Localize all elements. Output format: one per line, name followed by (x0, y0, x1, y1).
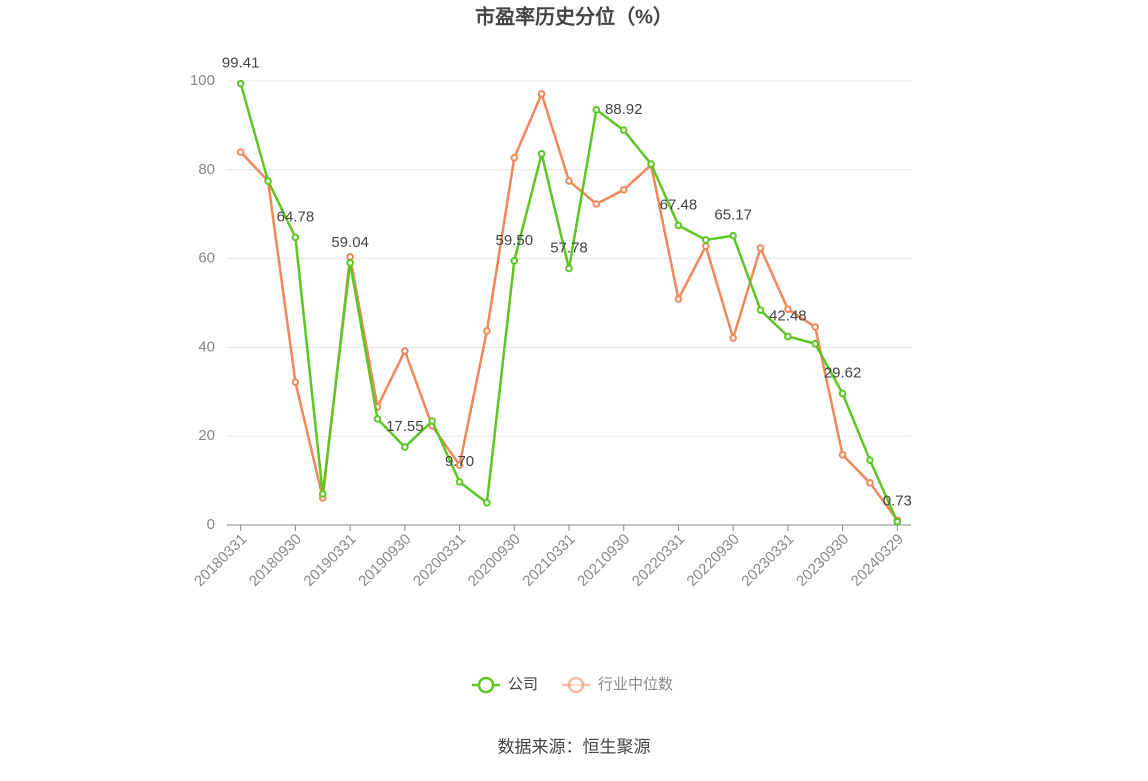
x-tick-label: 20190331 (301, 531, 360, 590)
x-tick-label: 20220930 (684, 531, 743, 590)
legend-label: 行业中位数 (598, 676, 673, 693)
x-tick-label: 20200331 (410, 531, 469, 590)
legend-item: 公司 (472, 676, 538, 694)
legend-marker (567, 676, 585, 694)
data-label: 42.48 (769, 307, 807, 324)
y-tick-label: 0 (207, 516, 215, 533)
y-tick-label: 20 (198, 427, 215, 444)
x-tick-label: 20210331 (519, 531, 578, 590)
point (811, 323, 820, 331)
point (647, 160, 655, 168)
point (592, 200, 601, 208)
data-label: 65.17 (714, 207, 752, 224)
x-tick-label: 20230930 (793, 531, 852, 590)
point (702, 236, 710, 244)
data-label: 9.70 (445, 453, 474, 470)
point (483, 327, 491, 335)
point (784, 332, 792, 341)
point (674, 295, 683, 303)
y-tick-label: 80 (198, 161, 215, 178)
x-tick-label: 20180930 (246, 531, 305, 590)
data-label: 29.62 (824, 364, 862, 381)
data-label: 59.04 (331, 234, 369, 251)
y-tick-label: 40 (198, 338, 215, 355)
data-label: 64.78 (277, 208, 315, 225)
y-tick-label: 60 (198, 250, 215, 267)
point (291, 233, 300, 242)
data-label: 17.55 (386, 418, 424, 435)
x-tick-label: 20210930 (574, 531, 633, 590)
point (483, 499, 491, 507)
point (565, 264, 573, 273)
point (756, 244, 765, 252)
point (346, 259, 354, 267)
legend-label: 公司 (508, 676, 538, 693)
point (619, 185, 628, 194)
point (756, 306, 765, 314)
source: 数据来源：恒生聚源 (498, 737, 651, 756)
data-label: 59.50 (496, 232, 534, 249)
point (510, 257, 519, 265)
x-tick-label: 20200930 (465, 531, 524, 590)
series-line (239, 83, 899, 523)
point (619, 126, 628, 134)
point (510, 154, 519, 162)
point (346, 253, 354, 261)
point (592, 106, 601, 114)
point (455, 478, 464, 486)
point (537, 150, 546, 158)
point (401, 443, 409, 451)
point (838, 389, 847, 398)
point (236, 79, 245, 88)
point (866, 479, 874, 487)
data-label: 67.48 (660, 196, 698, 213)
chart-title: 市盈率历史分位（%） (475, 4, 673, 28)
legend-marker (477, 676, 495, 694)
x-tick-label: 20180331 (191, 531, 250, 590)
point (838, 451, 847, 459)
point (811, 340, 820, 348)
point (401, 347, 409, 355)
x-tick-label: 20220331 (629, 531, 688, 590)
point (784, 305, 792, 314)
point (674, 221, 683, 230)
x-tick-label: 20190930 (355, 531, 414, 590)
point (702, 242, 710, 250)
point (236, 148, 245, 156)
point (291, 378, 300, 386)
data-label: 57.78 (550, 239, 588, 256)
point (729, 231, 737, 240)
data-label: 88.92 (605, 101, 643, 118)
point (729, 334, 737, 342)
point (565, 177, 573, 185)
point (318, 490, 327, 498)
point (537, 90, 546, 98)
x-tick-label: 20230331 (738, 531, 797, 590)
point (428, 417, 437, 425)
data-label: 0.73 (883, 493, 912, 510)
point (893, 517, 902, 526)
data-label: 99.41 (222, 55, 260, 72)
x-tick-label: 20240329 (848, 531, 907, 590)
y-tick-label: 100 (190, 72, 215, 89)
legend-item: 行业中位数 (562, 676, 673, 694)
point (373, 415, 382, 423)
point (866, 456, 874, 464)
point (455, 461, 464, 469)
point (264, 177, 272, 185)
